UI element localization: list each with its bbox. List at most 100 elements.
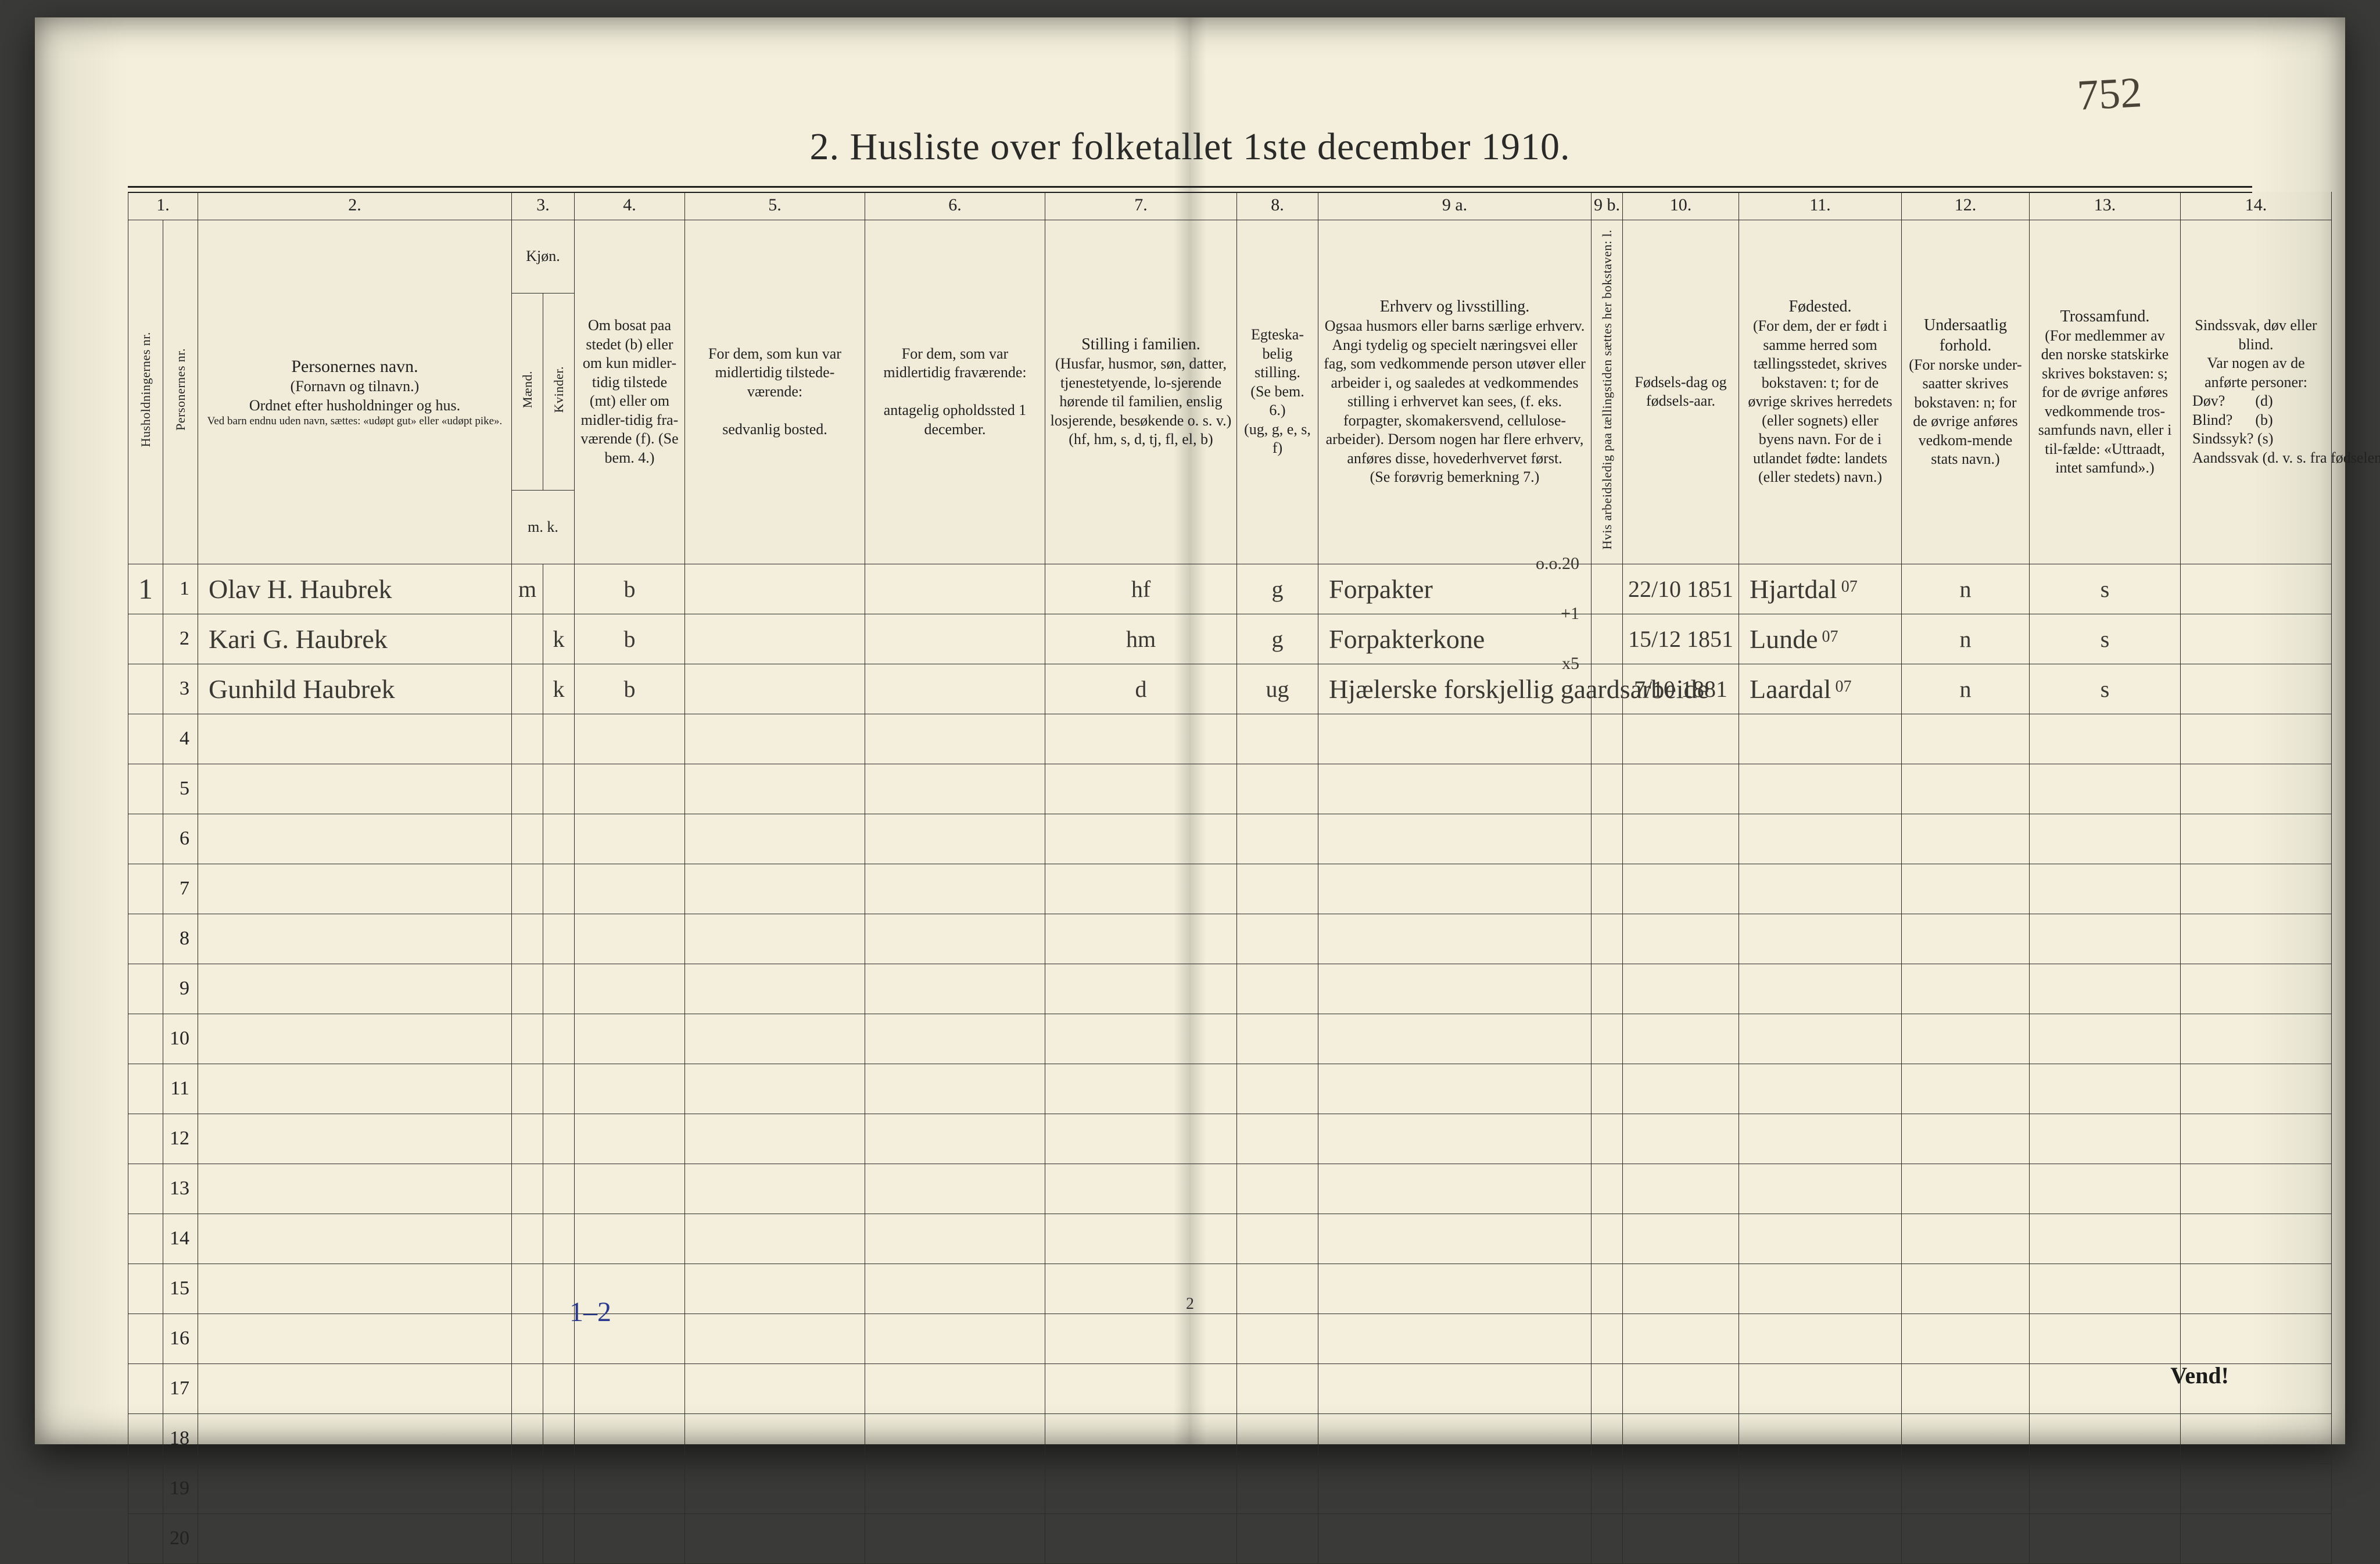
table-row: 8	[128, 914, 2332, 964]
cell-arbeidsledig	[1592, 864, 1623, 914]
cell-fdato: 15/12 1851	[1623, 614, 1739, 664]
table-row: 5	[128, 764, 2332, 814]
cell-bosat	[575, 1463, 685, 1513]
cell-tros	[2030, 1214, 2181, 1264]
cell-fdato	[1623, 1314, 1739, 1363]
cell-sex-k	[543, 1064, 575, 1114]
cell-familie	[1045, 1513, 1237, 1563]
cell-fravar	[865, 1214, 1045, 1264]
cell-arbeidsledig	[1592, 814, 1623, 864]
cell-familie	[1045, 864, 1237, 914]
colnum: 14.	[2181, 192, 2332, 220]
rot-label: Hvis arbeidsledig paa tællingstiden sætt…	[1600, 224, 1615, 556]
cell-name	[198, 764, 512, 814]
cell-fsted	[1739, 1064, 1902, 1114]
col-arbeidsledig: Hvis arbeidsledig paa tællingstiden sætt…	[1592, 220, 1623, 564]
cell-hh	[128, 1513, 163, 1563]
cell-tros	[2030, 964, 2181, 1014]
cell-familie-text: d	[1135, 676, 1147, 702]
cell-bosat	[575, 964, 685, 1014]
label: Døv? (d) Blind? (b) Sindssyk? (s) Aandss…	[2185, 392, 2327, 467]
cell-fdato	[1623, 814, 1739, 864]
cell-familie	[1045, 1363, 1237, 1413]
cell-hh	[128, 1014, 163, 1064]
cell-tros	[2030, 1463, 2181, 1513]
cell-erhverv-note: x5	[1562, 654, 1579, 674]
cell-sex-k	[543, 1164, 575, 1214]
cell-fravar	[865, 1164, 1045, 1214]
table-row: 18	[128, 1413, 2332, 1463]
table-row: 13	[128, 1164, 2332, 1214]
cell-sinds	[2181, 864, 2332, 914]
cell-erhverv	[1318, 1114, 1592, 1164]
col-person-nr: Personernes nr.	[163, 220, 198, 564]
col-mt: For dem, som kun var midlertidig tilsted…	[685, 220, 865, 564]
cell-fdato	[1623, 1164, 1739, 1214]
cell-erhverv: o.o.20Forpakter	[1318, 564, 1592, 614]
col-fdato: Fødsels-dag og fødsels-aar.	[1623, 220, 1739, 564]
cell-familie	[1045, 1164, 1237, 1214]
cell-familie	[1045, 964, 1237, 1014]
cell-bosat	[575, 1363, 685, 1413]
cell-fdato	[1623, 1513, 1739, 1563]
cell-person-nr: 11	[163, 1064, 198, 1114]
cell-name	[198, 814, 512, 864]
cell-fravar	[865, 1014, 1045, 1064]
cell-tros	[2030, 814, 2181, 864]
cell-name	[198, 1513, 512, 1563]
colnum: 4.	[575, 192, 685, 220]
cell-fsted-sup: 07	[1818, 628, 1838, 646]
cell-sinds	[2181, 1463, 2332, 1513]
cell-sex-k	[543, 1513, 575, 1563]
cell-fsted	[1739, 714, 1902, 764]
cell-erhverv: +1Forpakterkone	[1318, 614, 1592, 664]
cell-hh	[128, 914, 163, 964]
cell-sinds	[2181, 1014, 2332, 1064]
cell-erhverv	[1318, 1413, 1592, 1463]
cell-arbeidsledig	[1592, 1064, 1623, 1114]
label: (For dem, der er født i samme herred som…	[1744, 317, 1897, 487]
cell-fsted	[1739, 1114, 1902, 1164]
cell-fsted	[1739, 1164, 1902, 1214]
cell-erhverv	[1318, 1214, 1592, 1264]
cell-erhverv-text: Hjælerske forskjellig gaardsarbeide	[1329, 674, 1709, 704]
cell-sex-k	[543, 914, 575, 964]
cell-sex-m	[512, 864, 543, 914]
cell-sex-m	[512, 714, 543, 764]
cell-undersaat-text: n	[1960, 676, 1972, 702]
cell-sex-m	[512, 1164, 543, 1214]
cell-egteskap-text: g	[1272, 626, 1284, 652]
cell-name: Kari G. Haubrek	[198, 614, 512, 664]
cell-bosat: b	[575, 664, 685, 714]
footer-handwritten-range: 1–2	[569, 1296, 611, 1328]
cell-fdato	[1623, 1064, 1739, 1114]
cell-hh	[128, 1064, 163, 1114]
cell-fsted-text: Lunde	[1750, 624, 1818, 654]
colnum: 9 b.	[1592, 192, 1623, 220]
cell-sinds	[2181, 964, 2332, 1014]
cell-egteskap	[1237, 814, 1318, 864]
col-familie: Stilling i familien. (Husfar, husmor, sø…	[1045, 220, 1237, 564]
table-row: 19	[128, 1463, 2332, 1513]
cell-arbeidsledig	[1592, 714, 1623, 764]
printed-page-number: 2	[35, 1295, 2345, 1314]
cell-mt	[685, 1214, 865, 1264]
cell-sex-k	[543, 1114, 575, 1164]
cell-fdato	[1623, 914, 1739, 964]
cell-sex-m: m	[512, 564, 543, 614]
cell-erhverv	[1318, 1363, 1592, 1413]
cell-tros	[2030, 1413, 2181, 1463]
col-bosat: Om bosat paa stedet (b) eller om kun mid…	[575, 220, 685, 564]
cell-egteskap	[1237, 1214, 1318, 1264]
cell-fsted	[1739, 1463, 1902, 1513]
cell-fsted	[1739, 1314, 1902, 1363]
cell-undersaat	[1902, 714, 2030, 764]
cell-tros	[2030, 1513, 2181, 1563]
cell-egteskap: ug	[1237, 664, 1318, 714]
cell-name-text: Kari G. Haubrek	[209, 624, 388, 654]
cell-fravar	[865, 914, 1045, 964]
label: Egteska-belig stilling.	[1242, 325, 1313, 382]
cell-fsted	[1739, 764, 1902, 814]
cell-fsted	[1739, 814, 1902, 864]
census-page: 752 2. Husliste over folketallet 1ste de…	[35, 17, 2345, 1444]
